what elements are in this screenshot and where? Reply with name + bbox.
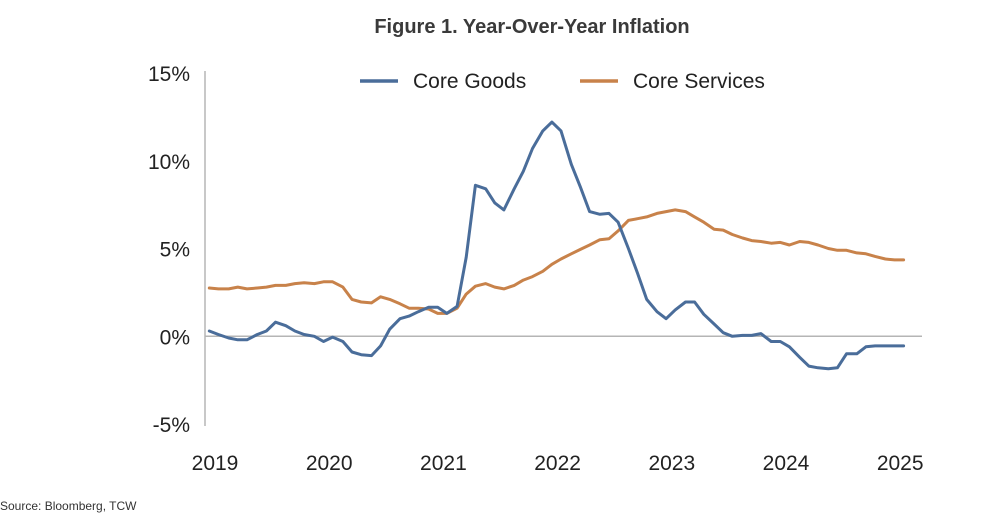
y-tick-label: -5% — [153, 414, 190, 437]
x-axis: 2019 2020 2021 2022 2023 2024 2025 — [192, 335, 924, 475]
chart-source: Source: Bloomberg, TCW — [0, 499, 137, 513]
x-tick-label: 2022 — [534, 452, 581, 475]
series-lines — [207, 120, 906, 371]
y-tick-label: 0% — [160, 326, 190, 349]
y-axis: 15% 10% 5% 0% -5% — [148, 63, 206, 437]
x-tick-label: 2020 — [306, 452, 353, 475]
y-tick-label: 10% — [148, 151, 190, 174]
line-chart: 15%10%5%0%-5% 2019 2020 2021 2022 2023 2024 20… — [148, 63, 924, 475]
legend-label-core-goods: Core Goods — [413, 70, 526, 93]
y-tick-label: 15% — [148, 63, 190, 86]
core-goods-line — [207, 120, 906, 371]
legend-label-core-services: Core Services — [633, 70, 765, 93]
x-tick-label: 2023 — [648, 452, 695, 475]
x-tick-label: 2025 — [877, 452, 924, 475]
legend: Core Goods Core Services — [360, 70, 765, 93]
chart-title: Figure 1. Year-Over-Year Inflation — [374, 16, 690, 38]
core-services-line — [207, 208, 906, 315]
y-tick-label: 5% — [160, 239, 190, 262]
x-tick-label: 2024 — [763, 452, 810, 475]
x-tick-label: 2019 — [192, 452, 239, 475]
x-tick-label: 2021 — [420, 452, 467, 475]
